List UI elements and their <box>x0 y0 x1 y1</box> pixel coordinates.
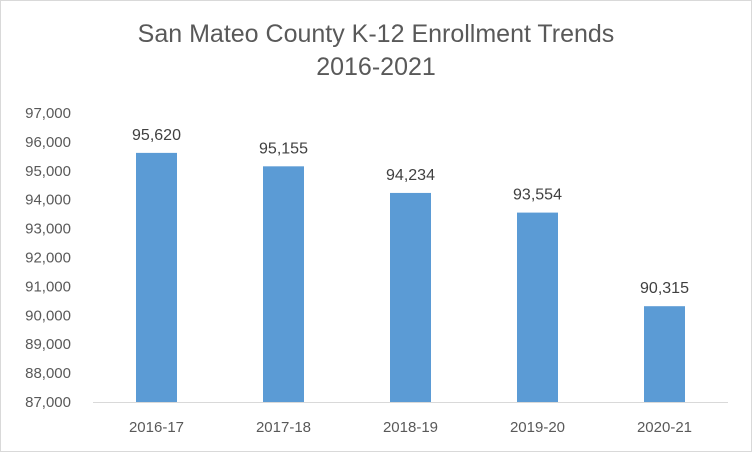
x-tick-label: 2020-21 <box>637 419 692 436</box>
y-tick-label: 91,000 <box>25 278 71 295</box>
chart-title-block: San Mateo County K-12 Enrollment Trends … <box>0 18 752 84</box>
bar <box>517 212 558 402</box>
x-axis: 2016-17 2017-18 2018-19 2019-20 2020-21 <box>93 402 728 436</box>
data-label: 95,155 <box>259 140 308 157</box>
y-tick-label: 94,000 <box>25 192 71 209</box>
bar <box>390 192 431 402</box>
bar <box>136 152 177 402</box>
x-tick-label: 2016-17 <box>129 419 184 436</box>
y-axis: 87,000 88,000 89,000 90,000 91,000 92,000 93,0… <box>25 105 71 411</box>
bar <box>263 166 304 402</box>
y-tick-label: 87,000 <box>25 394 71 411</box>
data-label: 94,234 <box>386 167 435 184</box>
y-tick-label: 93,000 <box>25 221 71 238</box>
chart-title: San Mateo County K-12 Enrollment Trends <box>137 20 615 48</box>
data-label: 95,620 <box>132 127 181 144</box>
data-label: 90,315 <box>640 280 689 297</box>
bars: 95,620 95,155 94,234 93,554 90,315 <box>132 127 689 402</box>
y-tick-label: 90,000 <box>25 307 71 324</box>
x-tick-label: 2019-20 <box>510 419 565 436</box>
chart-subtitle: 2016-2021 <box>316 53 436 81</box>
data-label: 93,554 <box>513 187 562 204</box>
y-tick-label: 92,000 <box>25 250 71 267</box>
bar <box>644 306 685 402</box>
x-tick-label: 2018-19 <box>383 419 438 436</box>
y-tick-label: 95,000 <box>25 163 71 180</box>
y-tick-label: 97,000 <box>25 105 71 122</box>
x-tick-label: 2017-18 <box>256 419 311 436</box>
y-tick-label: 88,000 <box>25 365 71 382</box>
y-tick-label: 89,000 <box>25 336 71 353</box>
y-tick-label: 96,000 <box>25 134 71 151</box>
